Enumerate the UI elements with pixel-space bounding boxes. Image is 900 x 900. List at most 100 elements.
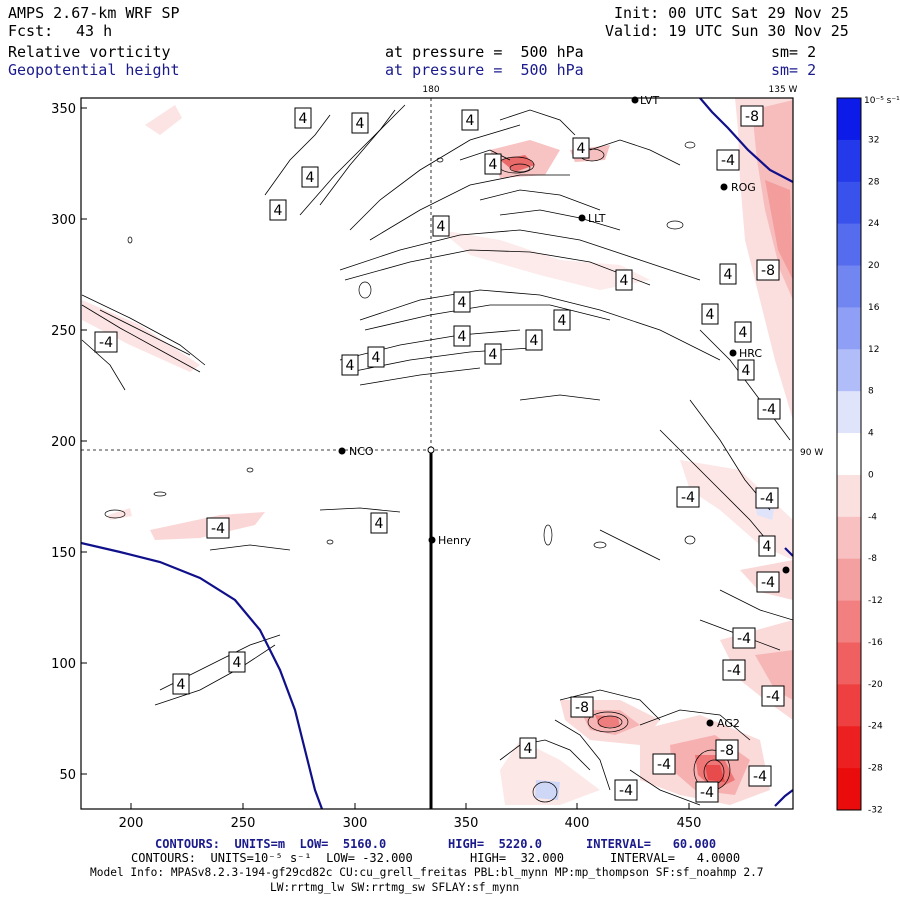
colorbar-label: -28 <box>868 764 883 774</box>
station-label: AG2 <box>717 717 740 730</box>
lon-90w-label: 90 W <box>800 448 823 458</box>
lon-135w-label: 135 W <box>769 85 798 95</box>
field1-level: at pressure = 500 hPa <box>385 43 584 61</box>
colorbar-swatch <box>837 558 861 602</box>
contour-value-label: -4 <box>732 627 756 649</box>
plot-frame <box>80 97 794 810</box>
svg-text:-8: -8 <box>761 263 775 279</box>
svg-text:-4: -4 <box>753 769 767 785</box>
y-tick-label: 150 <box>51 546 76 561</box>
svg-text:-4: -4 <box>727 663 741 679</box>
contour-value-label: -4 <box>94 331 118 353</box>
contour-value-label: -4 <box>748 765 772 787</box>
south-pole-marker <box>427 446 435 454</box>
contour-value-label: 4 <box>734 321 752 343</box>
colorbar-label: 12 <box>868 345 879 355</box>
stations: LVT ROG LLT HRC NCO Henry AG2 <box>338 94 790 730</box>
contour-value-label: -4 <box>756 571 780 593</box>
svg-text:4: 4 <box>706 307 715 323</box>
field1-name: Relative vorticity <box>8 43 171 61</box>
colorbar-swatch <box>837 642 861 685</box>
forecast-label: Fcst: <box>8 22 54 40</box>
footer-model-info-2: LW:rrtmg_lw SW:rrtmg_sw SFLAY:sf_mynn <box>270 881 520 894</box>
contour-value-label: 4 <box>525 329 543 351</box>
svg-text:4: 4 <box>458 295 467 311</box>
svg-text:4: 4 <box>372 350 381 366</box>
colorbar-label: 8 <box>868 387 874 397</box>
colorbar-label: -32 <box>868 806 883 816</box>
svg-text:-4: -4 <box>762 402 776 418</box>
y-tick-label: 300 <box>51 213 76 228</box>
contour-value-label: 4 <box>367 346 385 368</box>
contour-value-label: 4 <box>341 354 359 376</box>
contour-value-label: 4 <box>301 166 319 188</box>
svg-text:4: 4 <box>558 313 567 329</box>
x-tick-label: 250 <box>231 816 256 831</box>
footer-model-info: Model Info: MPASv8.2.3-194-gf29cd82c CU:… <box>90 866 764 879</box>
contour-value-label: 4 <box>484 343 502 365</box>
svg-text:4: 4 <box>274 203 283 219</box>
model-title: AMPS 2.67-km WRF SP <box>8 4 180 22</box>
colorbar-swatch <box>837 349 861 392</box>
contour-value-label: 4 <box>228 651 246 673</box>
contour-value-label: 4 <box>351 112 369 134</box>
svg-text:4: 4 <box>763 539 772 555</box>
station-label: HRC <box>739 347 762 360</box>
svg-text:4: 4 <box>466 113 475 129</box>
colorbar-swatch <box>837 768 861 811</box>
forecast-hours: 43 h <box>76 22 113 40</box>
contour-value-label: 4 <box>758 535 776 557</box>
contour-value-label: 4 <box>432 215 450 237</box>
vorticity-contours <box>81 104 793 806</box>
colorbar-swatch <box>837 474 861 518</box>
colorbar-label: -12 <box>868 596 883 606</box>
svg-text:-4: -4 <box>211 521 225 537</box>
footer-vorticity-interval: INTERVAL= 4.0000 <box>610 851 741 865</box>
svg-text:-4: -4 <box>99 335 113 351</box>
svg-text:4: 4 <box>437 219 446 235</box>
contour-value-label: 4 <box>615 269 633 291</box>
svg-text:4: 4 <box>724 267 733 283</box>
footer-height-interval: INTERVAL= 60.000 <box>586 837 717 851</box>
lon-180-label: 180 <box>422 85 439 95</box>
contour-value-label: 4 <box>519 737 537 759</box>
y-tick-label: 50 <box>59 768 76 783</box>
svg-text:4: 4 <box>620 273 629 289</box>
svg-text:4: 4 <box>299 111 308 127</box>
axis-ticks <box>81 107 690 809</box>
field2-smoothing: sm= 2 <box>771 61 817 79</box>
svg-text:-4: -4 <box>657 757 671 773</box>
colorbar-swatch <box>837 726 861 769</box>
colorbar-label: 20 <box>868 261 880 271</box>
colorbar-frame <box>836 97 862 811</box>
svg-text:4: 4 <box>530 333 539 349</box>
colorbar-label: -16 <box>868 638 883 648</box>
contour-value-label: 4 <box>701 303 719 325</box>
footer-vorticity-high: HIGH= 32.000 <box>470 851 564 865</box>
footer-vorticity-contours: CONTOURS: UNITS=10⁻⁵ s⁻¹ LOW= -32.000 <box>131 851 413 865</box>
plot-background <box>81 98 793 809</box>
station-label: LVT <box>640 94 659 107</box>
svg-text:-4: -4 <box>619 783 633 799</box>
x-tick-label: 350 <box>454 816 479 831</box>
y-tick-label: 250 <box>51 324 76 339</box>
colorbar-label: -20 <box>868 680 883 690</box>
svg-text:4: 4 <box>742 363 751 379</box>
contour-value-label: 4 <box>737 359 755 381</box>
y-tick-label: 350 <box>51 102 76 117</box>
x-tick-label: 200 <box>119 816 144 831</box>
y-tick-label: 200 <box>51 435 76 450</box>
colorbar-swatch <box>837 265 861 308</box>
contour-value-label: 4 <box>572 137 590 159</box>
svg-text:-4: -4 <box>766 689 780 705</box>
colorbar-swatch <box>837 307 861 350</box>
init-time: Init: 00 UTC Sat 29 Nov 25 <box>614 4 849 22</box>
contour-labels: 4 4 4 4 4 4 4 4 4 4 4 4 4 4 4 4 4 4 4 4 4 4 4 4 4 -8 -4 -8 -4 -4 -4 -4 -… <box>94 105 785 803</box>
colorbar-swatch <box>837 98 861 141</box>
station-label: ROG <box>731 181 756 194</box>
colorbar-label: 16 <box>868 303 880 313</box>
svg-text:4: 4 <box>177 677 186 693</box>
contour-value-label: -4 <box>676 486 700 508</box>
contour-value-label: 4 <box>269 199 287 221</box>
geopotential-contours <box>81 98 793 809</box>
